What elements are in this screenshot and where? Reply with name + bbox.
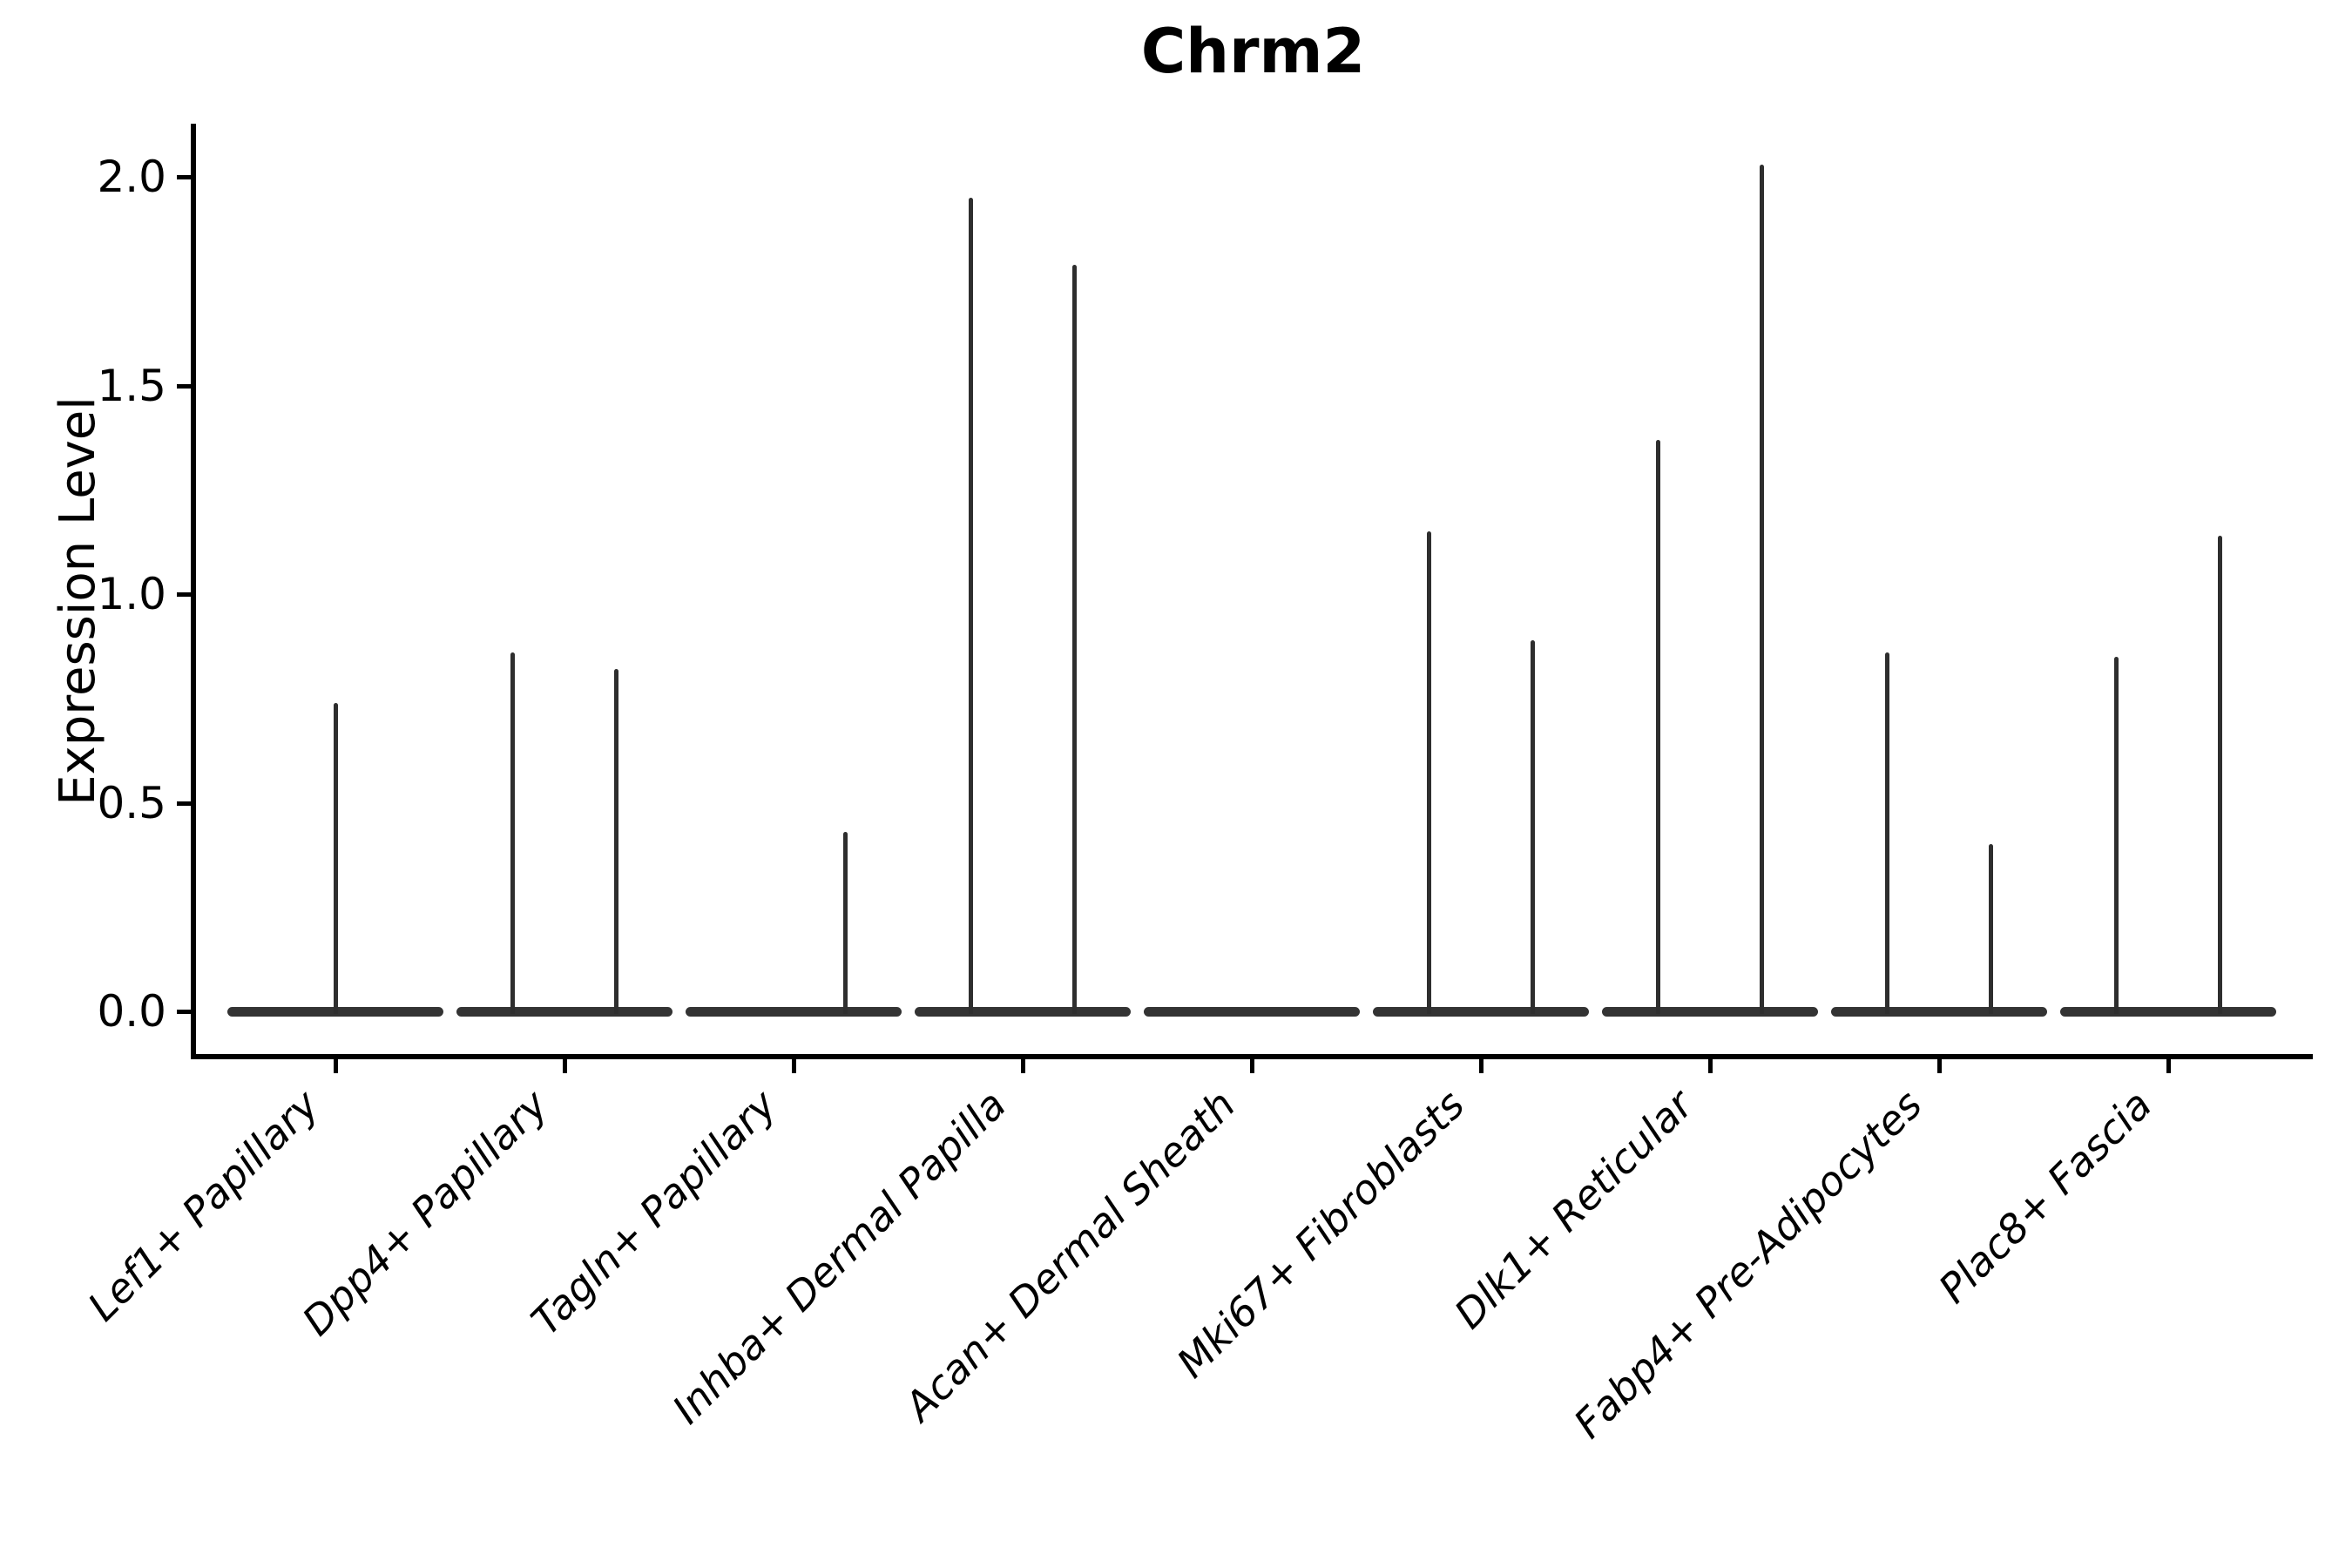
violin-spike: [613, 669, 618, 1014]
violin-spike: [1530, 639, 1535, 1014]
x-tick: [1937, 1059, 1942, 1073]
x-tick: [1021, 1059, 1025, 1073]
violin-spike: [2217, 535, 2222, 1014]
violin-spike: [1885, 652, 1890, 1014]
violin-baseline: [686, 1007, 902, 1017]
y-tick-label: 2.0: [97, 152, 166, 202]
y-tick: [177, 1010, 191, 1014]
y-tick-label: 1.5: [97, 360, 166, 411]
y-tick-label: 0.5: [97, 777, 166, 828]
violin-spike: [1427, 531, 1432, 1014]
violin-baseline: [1831, 1007, 2047, 1017]
y-tick: [177, 801, 191, 806]
y-tick-label: 1.0: [97, 569, 166, 619]
violin-baseline: [2060, 1007, 2276, 1017]
violin-baseline: [1144, 1007, 1360, 1017]
violin-spike: [2114, 656, 2119, 1014]
violin-spike: [969, 197, 974, 1014]
y-axis-spine: [191, 124, 196, 1059]
x-tick: [1250, 1059, 1254, 1073]
violin-baseline: [915, 1007, 1131, 1017]
y-tick: [177, 175, 191, 179]
y-tick-label: 0.0: [97, 986, 166, 1037]
violin-baseline: [1373, 1007, 1589, 1017]
x-tick-label: Dpp4+ Papillary: [293, 1080, 558, 1345]
violin-spike: [333, 702, 338, 1014]
violin-spike: [842, 832, 848, 1014]
violin-spike: [1988, 844, 1993, 1014]
x-tick: [563, 1059, 567, 1073]
violin-baseline: [1602, 1007, 1818, 1017]
y-tick: [177, 592, 191, 597]
x-tick: [792, 1059, 796, 1073]
x-tick: [2166, 1059, 2171, 1073]
y-tick: [177, 383, 191, 389]
violin-spike: [1071, 264, 1077, 1014]
x-tick: [1708, 1059, 1713, 1073]
chart-title: Chrm2: [1140, 16, 1366, 87]
violin-spike: [1656, 439, 1661, 1014]
x-tick: [1479, 1059, 1484, 1073]
x-tick-label: Tagln+ Papillary: [522, 1080, 787, 1345]
violin-spike: [510, 652, 516, 1014]
violin-spike: [1759, 164, 1764, 1014]
x-tick-label: Lef1+ Papillary: [78, 1080, 328, 1330]
x-tick-label: Plac8+ Fascia: [1929, 1080, 2161, 1313]
violin-baseline: [456, 1007, 672, 1017]
x-axis-spine: [191, 1054, 2313, 1059]
x-tick-label: Dlk1+ Reticular: [1445, 1080, 1703, 1338]
x-tick: [334, 1059, 338, 1073]
